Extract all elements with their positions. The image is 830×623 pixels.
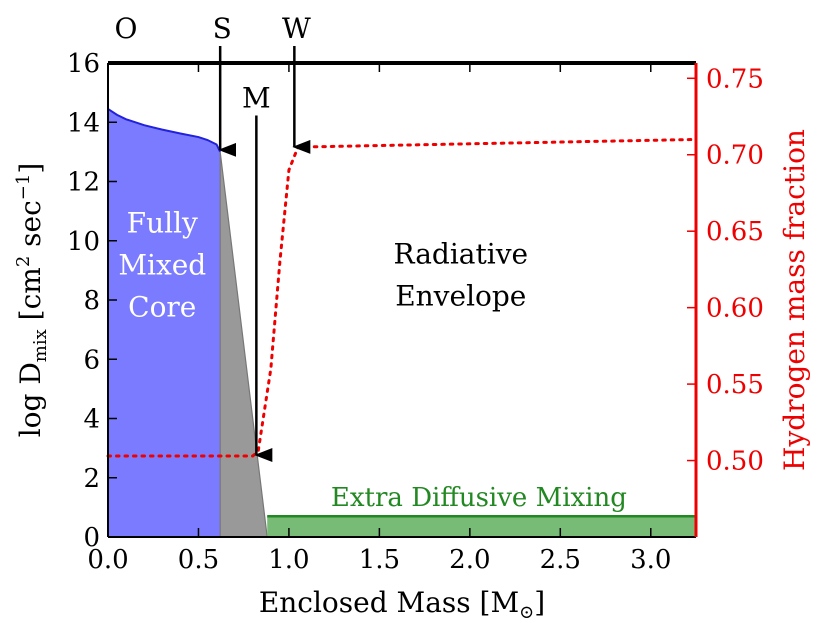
y-right-tick-label: 0.50 — [706, 447, 764, 477]
y-left-tick-label: 2 — [83, 464, 100, 494]
y-left-tick-label: 4 — [83, 405, 100, 435]
marker-label-M: M — [242, 81, 271, 114]
extra-mixing-region — [267, 516, 696, 537]
x-tick-label: 1.5 — [359, 545, 400, 575]
y-right-tick-label: 0.75 — [706, 64, 764, 94]
marker-label-O: O — [115, 12, 138, 45]
overshoot-region — [219, 151, 268, 538]
core-region — [108, 108, 221, 537]
plot-area: 0.0 0.5 1.0 1.5 2.0 2.5 3.0 0 2 4 6 8 10 12 14 16 0.50 0.… — [67, 49, 764, 575]
y-right-tick-label: 0.70 — [706, 141, 764, 171]
y-left-tick-label: 12 — [67, 168, 100, 198]
y-right-tick-label: 0.60 — [706, 294, 764, 324]
core-label-line: Core — [128, 291, 196, 324]
core-label-line: Mixed — [118, 249, 206, 282]
annotations: Enclosed Mass [M⊙] log Dmix [cm2 sec−1] Hy… — [13, 12, 811, 623]
envelope-label-line: Envelope — [395, 279, 526, 312]
y-left-tick-label: 8 — [83, 286, 100, 316]
x-tick-label: 0.0 — [87, 545, 128, 575]
x-tick-label: 0.5 — [178, 545, 219, 575]
y-left-tick-label: 0 — [83, 523, 100, 553]
y-left-tick-label: 16 — [67, 49, 100, 79]
x-axis-label: Enclosed Mass [M⊙] — [259, 586, 545, 623]
x-tick-label: 1.0 — [268, 545, 309, 575]
marker-label-S: S — [213, 12, 232, 45]
x-tick-label: 2.5 — [540, 545, 581, 575]
y-left-axis-label: log Dmix [cm2 sec−1] — [13, 163, 51, 438]
marker-label-W: W — [282, 12, 311, 45]
x-tick-label: 3.0 — [630, 545, 671, 575]
hydrogen-profile-line — [106, 137, 698, 458]
core-edge-line — [107, 108, 222, 153]
y-right-axis-label: Hydrogen mass fraction — [778, 129, 811, 471]
extra-mixing-label: Extra Diffusive Mixing — [331, 483, 627, 513]
y-left-tick-label: 10 — [67, 227, 100, 257]
core-label-line: Fully — [127, 207, 198, 240]
envelope-label-line: Radiative — [394, 237, 529, 270]
x-tick-label: 2.0 — [449, 545, 490, 575]
y-left-tick-label: 14 — [67, 108, 100, 138]
y-right-tick-label: 0.55 — [706, 370, 764, 400]
y-right-tick-label: 0.65 — [706, 217, 764, 247]
y-left-tick-label: 6 — [83, 345, 100, 375]
